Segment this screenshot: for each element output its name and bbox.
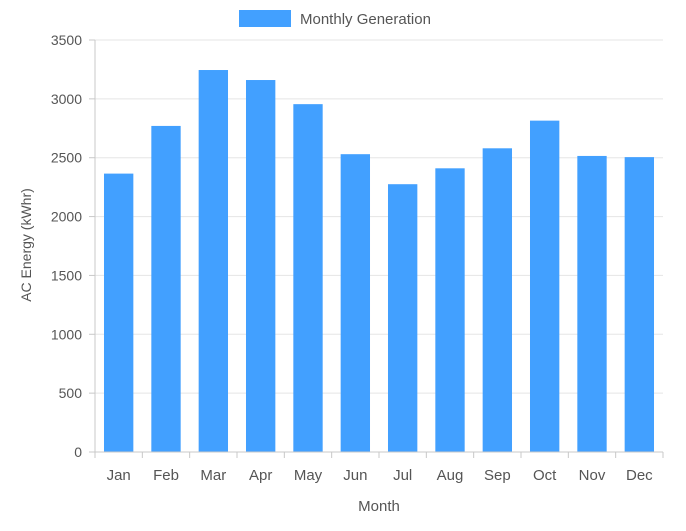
bar-apr[interactable] — [245, 80, 276, 452]
y-tick-label: 3500 — [51, 32, 82, 48]
gridlines — [95, 39, 663, 453]
y-tick-label: 500 — [59, 385, 83, 401]
legend-label: Monthly Generation — [300, 11, 431, 28]
x-tick-label: May — [294, 467, 323, 484]
legend[interactable]: Monthly Generation — [239, 10, 431, 28]
legend-swatch — [239, 10, 291, 27]
y-tick-label: 1000 — [51, 326, 82, 342]
x-tick-label: Sep — [484, 467, 511, 484]
bar-mar[interactable] — [198, 70, 229, 452]
y-tick-label: 0 — [74, 444, 82, 460]
bar-jan[interactable] — [103, 173, 134, 452]
bar-may[interactable] — [293, 104, 323, 452]
x-tick-label: Jul — [393, 467, 412, 484]
bar-aug[interactable] — [435, 168, 465, 452]
x-tick-label: Nov — [579, 467, 606, 484]
bar-dec[interactable] — [624, 157, 655, 452]
x-tick-label: Feb — [153, 467, 179, 484]
x-tick-label: Apr — [249, 467, 272, 484]
y-tick-label: 1500 — [51, 267, 82, 283]
y-axis-title: AC Energy (kWhr) — [18, 188, 34, 302]
bar-jun[interactable] — [340, 154, 371, 452]
bar-nov[interactable] — [577, 155, 607, 452]
bar-sep[interactable] — [482, 148, 513, 452]
x-tick-label: Mar — [200, 467, 226, 484]
bars — [103, 70, 655, 453]
x-tick-label: Dec — [626, 467, 653, 484]
bar-jul[interactable] — [387, 184, 418, 452]
x-axis-title: Month — [358, 498, 400, 515]
y-tick-label: 3000 — [51, 91, 82, 107]
x-tick-label: Jun — [343, 467, 367, 484]
x-tick-label: Aug — [437, 467, 464, 484]
axes: 0 500 1000 1500 2000 2500 3000 3500 Jan Feb Mar Apr… — [51, 32, 664, 484]
bar-oct[interactable] — [529, 120, 560, 453]
y-tick-label: 2000 — [51, 209, 82, 225]
x-tick-label: Oct — [533, 467, 557, 484]
x-tick-label: Jan — [107, 467, 131, 484]
y-tick-label: 2500 — [51, 150, 82, 166]
bar-feb[interactable] — [151, 125, 181, 452]
